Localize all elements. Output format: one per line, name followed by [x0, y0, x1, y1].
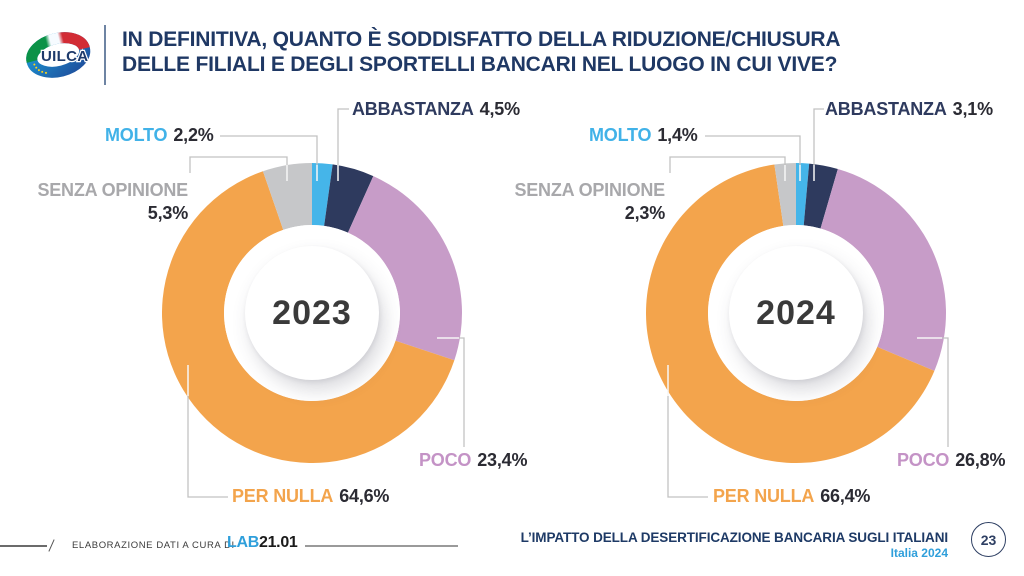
label-senza-opinione: SENZA OPINIONE 2,3% [498, 179, 665, 225]
label-molto-name: MOLTO [105, 125, 168, 145]
label-molto: MOLTO 2,2% [105, 125, 214, 146]
page-title-line2: DELLE FILIALI E DEGLI SPORTELLI BANCARI … [122, 53, 838, 76]
label-abbastanza-value: 4,5% [479, 99, 520, 119]
page-title-line1: IN DEFINITIVA, QUANTO È SODDISFATTO DELL… [122, 28, 841, 51]
label-poco-value: 23,4% [477, 450, 528, 470]
label-abbastanza-value: 3,1% [952, 99, 993, 119]
page-number-badge: 23 [971, 522, 1006, 557]
donut-segment-per-nulla [646, 164, 935, 463]
donut-segment-abbastanza [803, 163, 838, 229]
label-molto-value: 1,4% [657, 125, 698, 145]
label-poco: POCO 23,4% [419, 450, 527, 471]
label-molto: MOLTO 1,4% [589, 125, 698, 146]
donut-segment-poco [347, 176, 462, 361]
label-abbastanza: ABBASTANZA 3,1% [825, 99, 993, 120]
label-per-nulla-value: 66,4% [820, 486, 871, 506]
label-abbastanza-name: ABBASTANZA [825, 99, 947, 119]
uilca-logo: UILCA [18, 22, 100, 88]
label-molto-value: 2,2% [173, 125, 214, 145]
report-subtitle: Italia 2024 [890, 546, 948, 560]
label-poco-name: POCO [897, 450, 950, 470]
label-poco-name: POCO [419, 450, 472, 470]
donut-segment-abbastanza [324, 164, 374, 233]
label-per-nulla: PER NULLA 66,4% [713, 486, 870, 507]
label-per-nulla-name: PER NULLA [232, 486, 334, 506]
donut-chart-2024: 2024 MOLTO 1,4% ABBASTANZA 3,1% SENZA OPIN… [484, 95, 1005, 535]
label-abbastanza-name: ABBASTANZA [352, 99, 474, 119]
year-label-2023: 2023 [272, 293, 352, 332]
label-per-nulla-name: PER NULLA [713, 486, 815, 506]
report-footer: L’IMPATTO DELLA DESERTIFICAZIONE BANCARI… [521, 530, 948, 560]
label-poco: POCO 26,8% [897, 450, 1005, 471]
label-per-nulla: PER NULLA 64,6% [232, 486, 389, 507]
label-senza-opinione-value: 5,3% [147, 203, 188, 223]
label-senza-opinione: SENZA OPINIONE 5,3% [18, 179, 188, 225]
lab2101-wordmark-dark: 21.01 [258, 534, 298, 551]
label-senza-opinione-value: 2,3% [624, 203, 665, 223]
donut-segment-poco [820, 168, 946, 371]
label-senza-opinione-name: SENZA OPINIONE [37, 180, 188, 200]
label-senza-opinione-name: SENZA OPINIONE [514, 180, 665, 200]
donut-chart-2023: 2023 MOLTO 2,2% ABBASTANZA 4,5% SENZA OPIN… [0, 95, 527, 535]
donut-segment-per-nulla [162, 171, 455, 463]
logo-eu-stars [33, 63, 48, 74]
label-abbastanza: ABBASTANZA 4,5% [352, 99, 520, 120]
credit-text: ELABORAZIONE DATI A CURA DI [72, 540, 235, 551]
report-title: L’IMPATTO DELLA DESERTIFICAZIONE BANCARI… [520, 530, 948, 545]
uilca-logo-graphic: UILCA [26, 32, 91, 78]
footer-left-rule [0, 545, 47, 547]
label-per-nulla-value: 64,6% [339, 486, 390, 506]
donut-center-2024: 2024 [729, 246, 863, 380]
header-divider [104, 25, 106, 85]
label-molto-name: MOLTO [589, 125, 652, 145]
logo-ribbon [26, 32, 91, 78]
label-poco-value: 26,8% [955, 450, 1006, 470]
page-title: IN DEFINITIVA, QUANTO È SODDISFATTO DELL… [122, 27, 952, 77]
lab2101-wordmark: LAB21.01 [227, 534, 298, 552]
donut-center-2023: 2023 [245, 246, 379, 380]
year-label-2024: 2024 [756, 293, 836, 332]
lab2101-wordmark-blue: LAB [227, 534, 259, 551]
footer-slash-mark [48, 539, 55, 552]
logo-wordmark: UILCA [41, 48, 88, 65]
footer-middle-rule [305, 545, 458, 547]
logo-italian-flag-arc [26, 32, 90, 63]
